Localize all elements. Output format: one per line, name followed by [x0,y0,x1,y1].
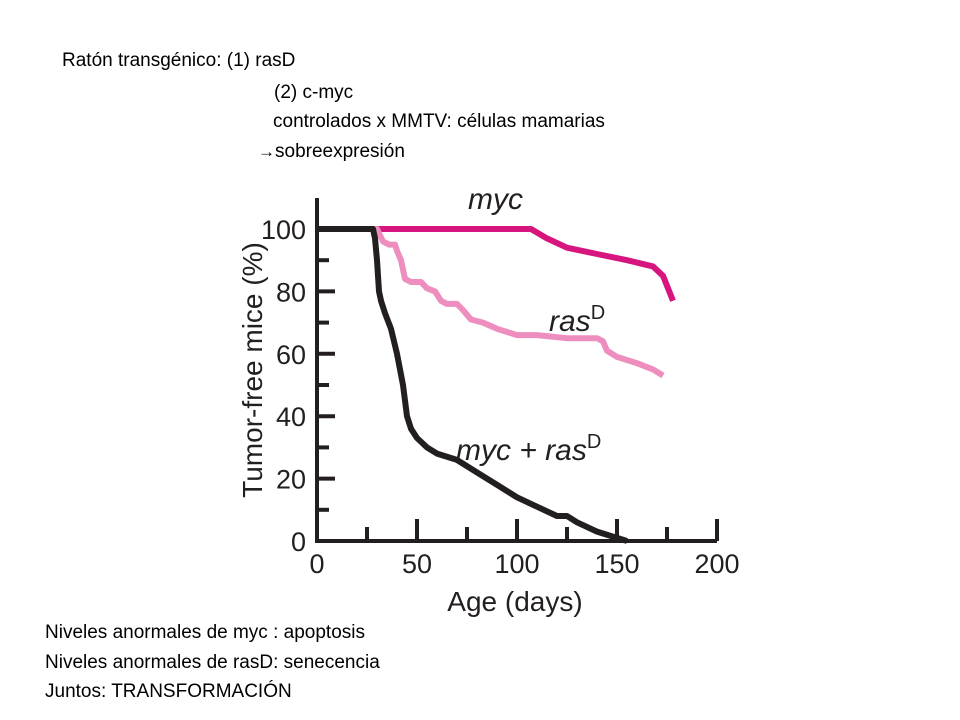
header-line-4-text: sobreexpresión [275,141,405,162]
y-tick-label: 100 [261,215,306,245]
y-tick-label: 60 [276,340,306,370]
series-label-combo-sup: D [587,431,601,453]
series-label-combo-main: myc + ras [456,434,587,467]
series-label-rasd-sup: D [591,302,605,324]
x-axis-title: Age (days) [447,586,582,617]
header-line-4: →sobreexpresión [258,139,405,164]
header-line-1: Ratón transgénico: (1) rasD [62,50,296,71]
series-line-rasd [317,226,665,379]
series-label-myc: myc [468,183,523,216]
footer-line-3: Juntos: TRANSFORMACIÓN [45,681,292,702]
x-tick-label: 200 [694,549,739,579]
footer-line-2: Niveles anormales de rasD: senecencia [45,652,380,673]
y-tick-label: 20 [276,465,306,495]
footer-line-1: Niveles anormales de myc : apoptosis [45,622,365,643]
right-arrow-icon: → [258,142,275,161]
series-line-myc-rasd [317,226,628,544]
header-line-2: (2) c-myc [274,82,354,103]
chart-series [317,226,676,544]
series-label-combo: myc + rasD [456,431,601,467]
x-tick-label: 0 [309,549,324,579]
y-tick-label: 40 [276,402,306,432]
series-label-myc-main: myc [468,183,523,216]
y-axis-title: Tumor-free mice (%) [237,242,268,498]
header-line-3: controlados x MMTV: células mamarias [273,111,605,132]
chart-axes [315,198,719,543]
y-tick-label: 80 [276,277,306,307]
x-tick-label: 100 [494,549,539,579]
series-label-rasd: rasD [549,302,605,338]
x-tick-label: 50 [402,549,432,579]
x-tick-label: 150 [594,549,639,579]
y-tick-label: 0 [291,527,306,557]
series-label-rasd-main: ras [549,305,591,338]
series-line-myc [317,226,676,302]
chart-tick-labels: 0 20 40 60 80 100 0 50 100 150 200 [261,215,740,579]
